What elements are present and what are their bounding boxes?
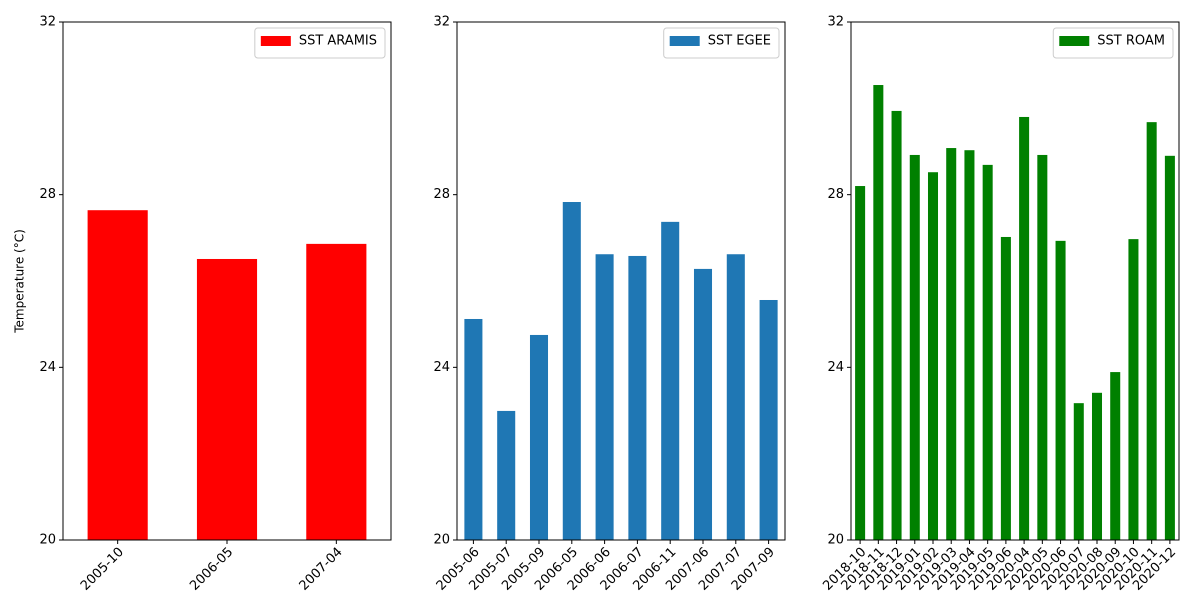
bar bbox=[855, 186, 866, 541]
x-tick-label: 2006-05 bbox=[187, 545, 236, 594]
y-tick-label: 20 bbox=[433, 533, 450, 548]
bar bbox=[87, 210, 148, 540]
bar bbox=[497, 410, 516, 540]
bar bbox=[595, 254, 614, 540]
bar bbox=[759, 299, 778, 540]
legend bbox=[1052, 27, 1174, 59]
bar bbox=[873, 85, 884, 541]
y-tick-label: 32 bbox=[433, 15, 450, 30]
x-tick-label: 2007-04 bbox=[297, 545, 346, 594]
axes-frame bbox=[850, 21, 1180, 541]
y-tick-label: 20 bbox=[827, 533, 844, 548]
axes-frame bbox=[456, 21, 786, 541]
legend bbox=[254, 27, 386, 59]
bar bbox=[1000, 236, 1011, 540]
y-tick-label: 28 bbox=[433, 187, 450, 202]
legend-label: SST ROAM bbox=[1097, 34, 1165, 49]
bar bbox=[1164, 155, 1175, 541]
x-tick-label: 2005-10 bbox=[78, 545, 127, 594]
bar bbox=[726, 254, 745, 540]
bar bbox=[1146, 122, 1157, 540]
bar bbox=[464, 318, 483, 540]
bar bbox=[693, 268, 713, 540]
legend-label: SST ARAMIS bbox=[299, 34, 377, 49]
y-tick-label: 28 bbox=[39, 187, 56, 202]
bar bbox=[562, 202, 581, 540]
bar bbox=[946, 148, 957, 540]
bar bbox=[628, 255, 647, 541]
y-axis-label: Temperature (°C) bbox=[13, 229, 27, 334]
bar bbox=[927, 172, 939, 540]
bar bbox=[1110, 372, 1121, 540]
y-tick-label: 24 bbox=[827, 360, 844, 375]
y-tick-label: 32 bbox=[39, 15, 56, 30]
bar bbox=[1091, 392, 1103, 540]
bar bbox=[1055, 240, 1066, 541]
bar bbox=[909, 154, 920, 540]
bar bbox=[891, 110, 902, 540]
bar bbox=[1128, 239, 1139, 540]
y-tick-label: 32 bbox=[827, 15, 844, 30]
bar bbox=[306, 243, 367, 541]
legend-swatch bbox=[260, 36, 291, 46]
bar bbox=[982, 164, 993, 541]
legend bbox=[663, 27, 780, 59]
y-tick-label: 24 bbox=[433, 360, 450, 375]
legend-swatch bbox=[1059, 36, 1090, 46]
bar bbox=[1019, 116, 1030, 540]
y-tick-label: 28 bbox=[827, 187, 844, 202]
y-tick-label: 24 bbox=[39, 360, 56, 375]
bar bbox=[964, 150, 975, 540]
bar bbox=[661, 221, 680, 540]
y-tick-label: 20 bbox=[39, 533, 56, 548]
bar bbox=[1037, 154, 1048, 540]
legend-swatch bbox=[669, 36, 700, 46]
legend-label: SST EGEE bbox=[708, 34, 771, 49]
bar bbox=[1073, 403, 1084, 540]
bar bbox=[196, 258, 258, 540]
bar bbox=[529, 334, 549, 540]
